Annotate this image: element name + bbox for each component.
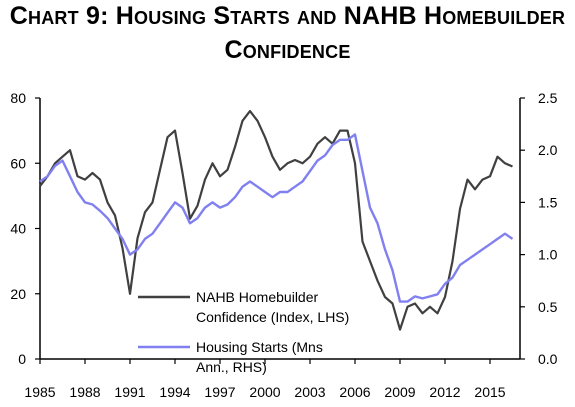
left-y-tick-label: 0 (18, 351, 26, 367)
right-y-tick-label: 2.0 (538, 142, 558, 158)
x-tick-label: 2015 (474, 384, 505, 400)
chart-title-line-2: Confidence (224, 36, 351, 64)
x-tick-label: 1991 (114, 384, 145, 400)
x-tick-label: 2006 (339, 384, 370, 400)
right-y-tick-label: 2.5 (538, 90, 558, 106)
x-tick-label: 1997 (204, 384, 235, 400)
left-y-tick-label: 40 (10, 221, 26, 237)
right-y-tick-label: 1.5 (538, 194, 558, 210)
right-y-tick-label: 0.0 (538, 351, 558, 367)
chart-title-line-1: Chart 9: Housing Starts and NAHB Homebui… (9, 2, 566, 30)
left-y-tick-label: 20 (10, 286, 26, 302)
x-tick-label: 2012 (429, 384, 460, 400)
x-tick-label: 2009 (384, 384, 415, 400)
x-tick-label: 2003 (294, 384, 325, 400)
x-tick-label: 2000 (249, 384, 280, 400)
right-y-tick-label: 0.5 (538, 299, 558, 315)
series-line-housing-starts (39, 133, 514, 303)
legend-label: Housing Starts (Mns (196, 339, 323, 355)
left-y-tick-label: 80 (10, 90, 26, 106)
x-tick-label: 1985 (24, 384, 55, 400)
right-y-tick-label: 1.0 (538, 247, 558, 263)
legend-label: Confidence (Index, LHS) (196, 309, 349, 325)
legend-label: NAHB Homebuilder (196, 289, 318, 305)
left-y-tick-label: 60 (10, 155, 26, 171)
x-tick-label: 1994 (159, 384, 190, 400)
legend-label: Ann., RHS) (196, 359, 267, 375)
x-tick-label: 1988 (69, 384, 100, 400)
